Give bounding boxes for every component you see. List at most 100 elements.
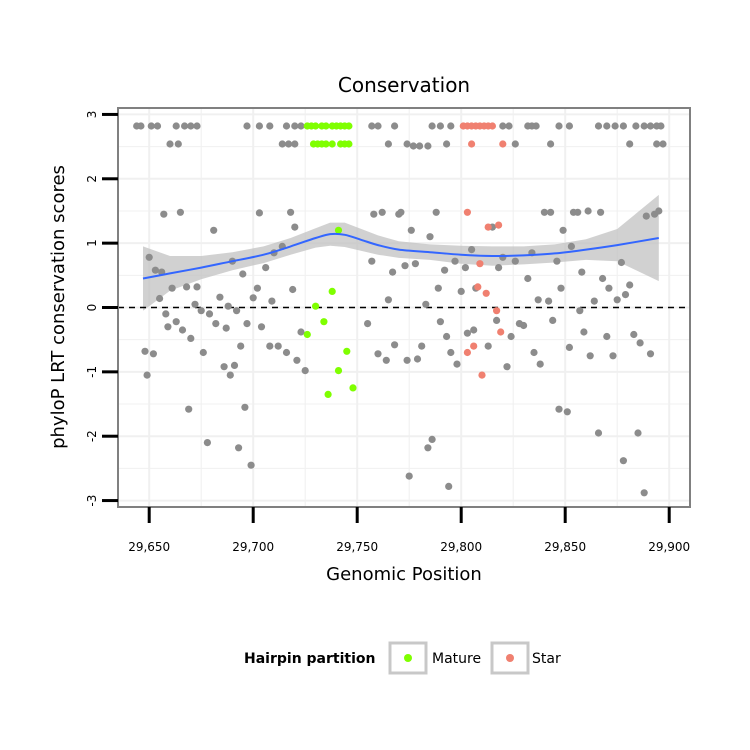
point-other bbox=[613, 296, 621, 304]
point-other bbox=[565, 343, 574, 351]
point-other bbox=[235, 444, 243, 452]
point-other bbox=[143, 371, 151, 379]
point-other bbox=[287, 208, 295, 216]
point-other bbox=[224, 302, 232, 310]
legend-label-mature: Mature bbox=[432, 651, 481, 667]
point-other bbox=[603, 122, 611, 130]
point-other bbox=[609, 352, 617, 360]
point-other bbox=[237, 342, 245, 350]
point-other bbox=[594, 429, 603, 437]
point-other bbox=[220, 363, 228, 371]
point-star bbox=[476, 260, 484, 268]
point-other bbox=[495, 264, 503, 272]
point-other bbox=[553, 257, 561, 265]
point-other bbox=[468, 246, 476, 254]
point-other bbox=[646, 122, 655, 130]
point-other bbox=[507, 332, 515, 341]
legend-label-star: Star bbox=[532, 651, 561, 667]
point-other bbox=[145, 253, 153, 261]
point-other bbox=[453, 360, 461, 368]
point-other bbox=[447, 122, 455, 130]
point-other bbox=[441, 266, 449, 274]
point-other bbox=[547, 140, 555, 148]
point-other bbox=[646, 350, 655, 358]
point-other bbox=[378, 208, 386, 216]
point-other bbox=[411, 260, 419, 268]
point-other bbox=[193, 122, 201, 130]
point-other bbox=[389, 268, 397, 276]
point-other bbox=[405, 472, 413, 480]
x-tick-label: 29,900 bbox=[648, 540, 690, 554]
point-other bbox=[563, 408, 571, 416]
smooth-confidence-band bbox=[143, 194, 659, 311]
smooth-trend-line bbox=[142, 232, 659, 280]
point-other bbox=[193, 283, 201, 291]
point-other bbox=[599, 274, 607, 283]
point-star bbox=[478, 371, 486, 379]
point-other bbox=[174, 140, 182, 148]
point-other bbox=[274, 342, 282, 350]
point-other bbox=[391, 122, 399, 130]
legend-dot-mature bbox=[404, 654, 412, 662]
y-tick-label: 2 bbox=[85, 175, 99, 183]
point-other bbox=[384, 296, 392, 304]
point-other bbox=[297, 328, 305, 336]
point-star bbox=[482, 289, 490, 297]
point-mature bbox=[349, 384, 357, 392]
legend: Hairpin partition Mature Star bbox=[244, 641, 561, 675]
point-star bbox=[499, 140, 507, 148]
point-other bbox=[578, 268, 586, 276]
point-other bbox=[285, 140, 293, 148]
point-other bbox=[197, 307, 205, 315]
point-other bbox=[565, 122, 574, 130]
point-other bbox=[239, 270, 247, 278]
point-other bbox=[247, 461, 255, 469]
point-other bbox=[434, 284, 442, 292]
point-other bbox=[424, 444, 432, 452]
point-other bbox=[580, 328, 588, 336]
point-other bbox=[432, 208, 440, 216]
y-tick-label: 1 bbox=[85, 239, 99, 247]
point-other bbox=[436, 122, 444, 130]
point-other bbox=[447, 348, 455, 357]
point-other bbox=[567, 242, 576, 250]
point-mature bbox=[322, 140, 330, 148]
point-other bbox=[187, 122, 195, 130]
point-other bbox=[626, 140, 634, 148]
point-other bbox=[636, 339, 644, 347]
point-other bbox=[178, 326, 187, 334]
axes: 29,650 29,700 29,750 29,800 29,850 29,900 -3 -2… bbox=[85, 111, 690, 554]
point-other bbox=[382, 356, 390, 364]
point-other bbox=[185, 405, 193, 413]
point-other bbox=[653, 140, 661, 148]
point-mature bbox=[320, 318, 328, 326]
x-tick-label: 29,800 bbox=[440, 540, 482, 554]
y-tick-label: -2 bbox=[85, 430, 99, 442]
point-other bbox=[597, 208, 605, 216]
point-mature bbox=[343, 347, 351, 355]
point-other bbox=[153, 122, 162, 130]
point-other bbox=[249, 294, 257, 302]
point-other bbox=[536, 360, 544, 368]
point-other bbox=[216, 293, 224, 301]
point-other bbox=[164, 323, 172, 331]
point-other bbox=[549, 316, 557, 324]
point-other bbox=[203, 439, 211, 447]
point-star bbox=[495, 221, 503, 229]
point-mature bbox=[312, 302, 320, 310]
x-tick-label: 29,850 bbox=[544, 540, 586, 554]
point-other bbox=[428, 435, 436, 443]
point-other bbox=[630, 330, 638, 339]
point-other bbox=[555, 405, 563, 413]
point-star bbox=[470, 342, 478, 350]
point-other bbox=[532, 122, 540, 130]
y-tick-label: 3 bbox=[85, 111, 99, 119]
point-other bbox=[160, 210, 168, 218]
point-other bbox=[149, 350, 157, 358]
point-other bbox=[226, 371, 234, 379]
point-mature bbox=[334, 367, 343, 375]
point-other bbox=[603, 332, 611, 341]
point-other bbox=[374, 122, 382, 130]
point-other bbox=[364, 320, 372, 328]
point-other bbox=[534, 296, 542, 304]
